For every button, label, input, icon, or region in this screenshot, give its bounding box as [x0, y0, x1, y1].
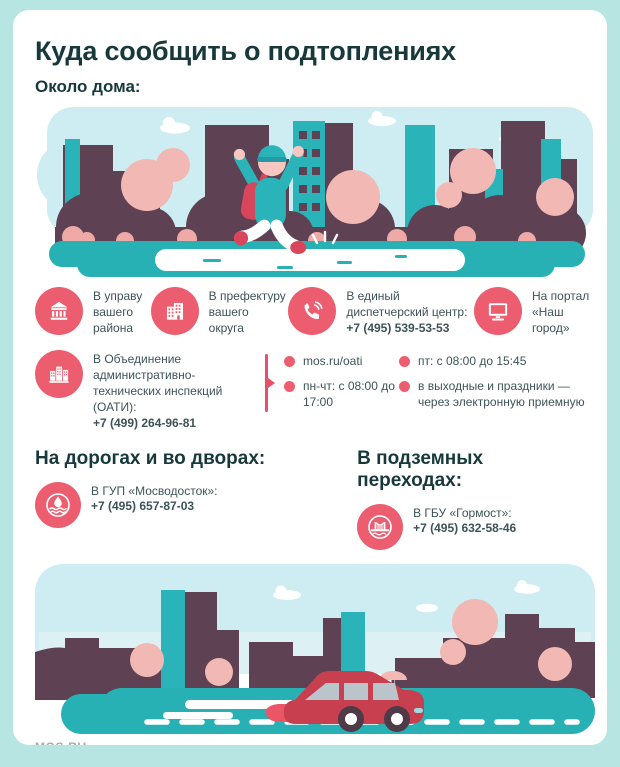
- mos-ru-logo: MOS.RU: [35, 740, 590, 745]
- phone-number: +7 (499) 264-96-81: [93, 415, 197, 430]
- section-roads-heading: На дорогах и во дворах:: [35, 447, 266, 469]
- page-title: Куда сообщить о подтоплениях: [35, 36, 456, 66]
- water-drop-waves-icon: [35, 481, 81, 528]
- phone-icon: [288, 287, 337, 335]
- left-land-mass: [35, 647, 92, 700]
- contact-label: В единый диспетчерский центр: +7 (495) 5…: [346, 287, 472, 336]
- cloud-shapes: [273, 579, 540, 612]
- bullet-item: в выходные и праздники — через электронн…: [399, 379, 590, 411]
- oati-schedule: пт: с 08:00 до 15:45 в выходные и праздн…: [399, 350, 590, 431]
- section-near-home-label: Около дома:: [35, 77, 141, 96]
- contact-label: В ГУП «Мосводосток»: +7 (495) 657-87-03: [91, 482, 251, 516]
- oati-row: В Объединение административно-технически…: [35, 350, 590, 431]
- jumping-person: [233, 145, 307, 255]
- city-street-car-illustration: [35, 563, 595, 734]
- contact-label: В ГБУ «Гормост»: +7 (495) 632-58-46: [413, 504, 563, 538]
- contact-prefektura: В префектуру вашего округа: [150, 287, 287, 336]
- phone-number: +7 (495) 632-58-46: [413, 521, 517, 536]
- near-home-contacts: В управу вашего района: [35, 287, 590, 336]
- contact-label: В префектуру вашего округа: [208, 289, 286, 335]
- section-underpasses: В подземных переходах:: [357, 448, 590, 550]
- phone-number: +7 (495) 657-87-03: [91, 499, 195, 514]
- bullet-dot: [284, 356, 295, 368]
- contact-label: В управу вашего района: [93, 289, 143, 335]
- road-and-puddle: [49, 241, 585, 277]
- bullet-dot: [284, 381, 295, 393]
- splash-marks: [311, 230, 339, 245]
- bridge-icon: [357, 503, 404, 550]
- buildings-icon: [150, 287, 199, 335]
- contact-label: В Объединение административно-технически…: [93, 350, 261, 431]
- contact-uprava: В управу вашего района: [35, 287, 149, 336]
- contact-nash-gorod: На портал «Наш город»: [473, 287, 590, 336]
- oati-links: mos.ru/oati пн-чт: с 08:00 до 17:00: [284, 350, 399, 431]
- contact-oati: В Объединение административно-технически…: [35, 350, 261, 431]
- bracket-divider: [265, 354, 276, 413]
- bullet-item: пн-чт: с 08:00 до 17:00: [284, 379, 399, 411]
- city-icon: [35, 350, 83, 399]
- bullet-item: mos.ru/oati: [284, 354, 399, 370]
- bullet-item: пт: с 08:00 до 15:45: [399, 354, 590, 370]
- contact-dispatch-center: В единый диспетчерский центр: +7 (495) 5…: [288, 287, 472, 336]
- bullet-dot: [399, 381, 410, 393]
- city-puddle-illustration: [37, 107, 593, 277]
- bank-icon: [35, 287, 83, 335]
- red-car: [265, 670, 424, 732]
- contact-label: На портал «Наш город»: [531, 289, 590, 335]
- monitor-icon: [473, 287, 522, 335]
- contact-gormost: В ГБУ «Гормост»: +7 (495) 632-58-46: [357, 503, 590, 550]
- infographic-card: Куда сообщить о подтоплениях Около дома:: [13, 10, 607, 745]
- section-underpasses-heading: В подземных переходах:: [357, 447, 484, 491]
- phone-number: +7 (495) 539-53-53: [346, 320, 450, 335]
- contact-mosvodostok: В ГУП «Мосводосток»: +7 (495) 657-87-03: [35, 481, 357, 528]
- bullet-dot: [399, 356, 410, 368]
- section-roads: На дорогах и во дворах: В ГУП «Мосводост…: [35, 448, 357, 550]
- pink-trees: [121, 148, 574, 241]
